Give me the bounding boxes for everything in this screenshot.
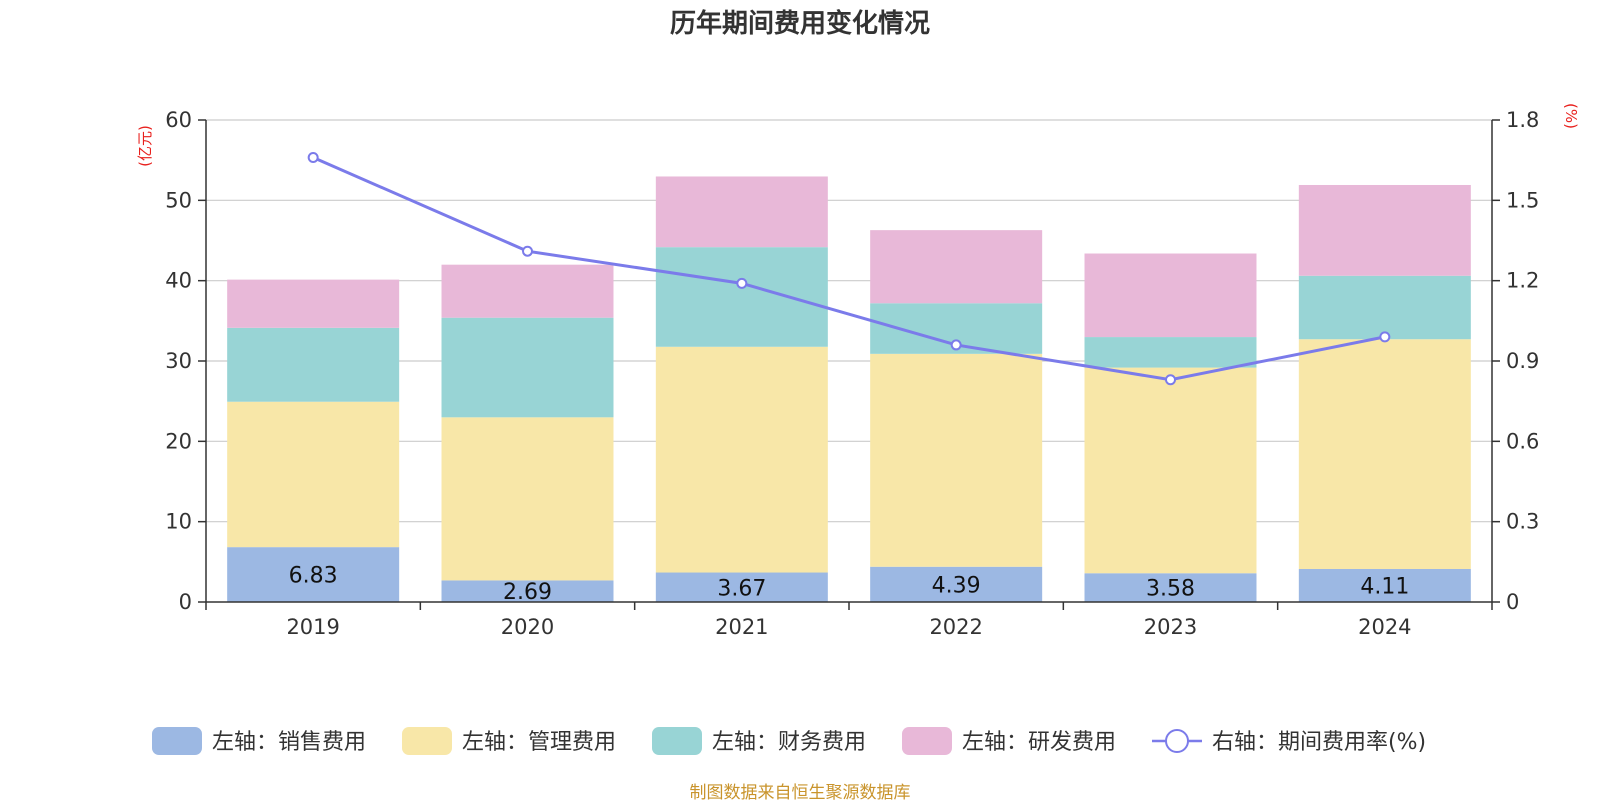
right-tick-label: 1.8 [1506,108,1539,132]
bar-segment-1 [655,572,828,602]
bar-segment-4 [441,264,614,318]
legend-label: 右轴：期间费用率(%) [1212,730,1426,755]
right-tick-label: 1.5 [1506,188,1539,212]
rate-point [950,339,962,351]
legend-swatch [152,727,202,755]
bar-segment-1 [1084,573,1257,602]
legend-label: 左轴：销售费用 [212,730,366,755]
left-tick-label: 40 [165,269,192,293]
bar-value-label: 3.58 [1146,577,1195,602]
legend-label: 左轴：研发费用 [962,730,1116,755]
bar-segment-1 [1298,568,1471,602]
bar-segment-4 [655,176,828,248]
bar-value-label: 6.83 [289,564,338,589]
axes: 0 10 20 30 40 50 60 0 0.3 0.6 0.9 1.2 1.5 1.8 2019 2020… [165,108,1539,639]
rate-point [1165,374,1176,386]
chart-title: 历年期间费用变化情况 [670,8,930,39]
x-tick-label: 2023 [1144,615,1197,639]
bar-segment-4 [227,279,400,328]
bar-segment-3 [1298,275,1471,340]
legend-swatch [652,727,702,755]
bar-segment-1 [227,547,400,602]
legend-swatch [902,727,952,755]
left-tick-label: 10 [165,510,192,534]
bar-segment-2 [441,417,614,581]
x-tick-label: 2021 [715,615,768,639]
x-tick-label: 2019 [286,615,339,639]
bar-segment-2 [227,401,400,548]
left-tick-label: 30 [165,349,192,373]
rate-line [312,156,1386,382]
bar-segment-4 [1084,253,1257,338]
bar-segment-2 [655,346,828,573]
bar-segment-1 [870,566,1043,602]
bar-segment-3 [1084,337,1257,368]
right-tick-label: 0 [1506,590,1519,614]
legend-label: 左轴：财务费用 [712,730,866,755]
bar-value-label: 3.67 [717,576,766,601]
bar-segment-4 [1298,184,1471,276]
left-tick-label: 0 [179,590,192,614]
rate-point [307,151,319,163]
rate-point [736,277,748,289]
bar-data-labels: 6.83 2.69 3.67 4.39 3.58 4.11 [289,564,1410,606]
legend-label: 左轴：管理费用 [462,730,616,755]
legend-swatch [402,727,452,755]
bar-segment-1 [441,580,614,602]
bar-segment-2 [1298,339,1471,569]
bar-series [227,176,1471,602]
bar-segment-3 [227,327,400,402]
legend: 左轴：销售费用 左轴：管理费用 左轴：财务费用 左轴：研发费用 右轴：期间费用率(%) [152,727,1426,755]
right-tick-label: 0.3 [1506,510,1539,534]
rate-point [1379,331,1391,343]
bar-segment-2 [1084,367,1257,574]
x-tick-label: 2024 [1358,615,1411,639]
right-axis-unit: (%) [1562,103,1580,129]
x-tick-label: 2020 [501,615,554,639]
bar-value-label: 4.11 [1360,574,1409,599]
left-tick-label: 20 [165,429,192,453]
data-source-note: 制图数据来自恒生聚源数据库 [689,783,911,803]
right-tick-label: 1.2 [1506,269,1539,293]
bar-segment-4 [870,230,1043,304]
bar-segment-2 [870,353,1043,567]
left-tick-label: 60 [165,108,192,132]
right-tick-label: 0.6 [1506,429,1539,453]
left-tick-label: 50 [165,188,192,212]
bar-value-label: 2.69 [503,580,552,605]
bar-value-label: 4.39 [932,573,981,598]
right-tick-label: 0.9 [1506,349,1539,373]
bar-segment-3 [441,317,614,418]
line-series [307,151,1391,386]
left-axis-unit: (亿元) [136,125,154,167]
x-tick-label: 2022 [929,615,982,639]
legend-marker [1165,729,1189,753]
gridlines [206,119,1492,523]
rate-point [522,245,533,257]
bar-segment-3 [655,247,828,347]
